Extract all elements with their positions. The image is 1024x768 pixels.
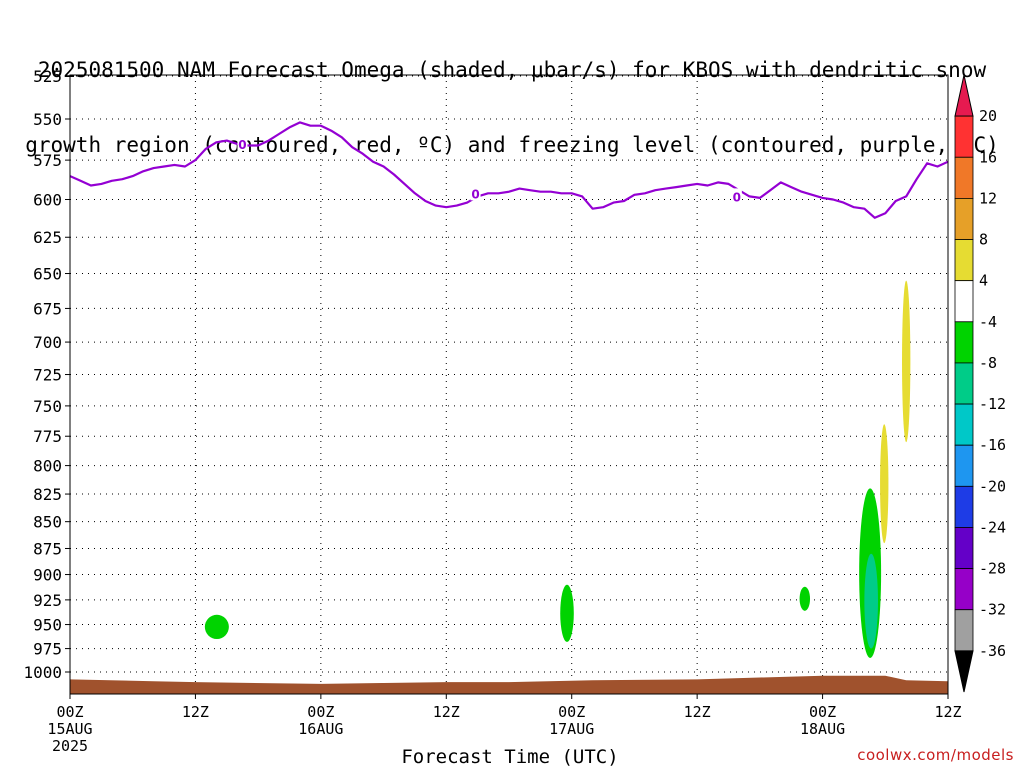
- chart-title-line-1: 2025081500 NAM Forecast Omega (shaded, μ…: [37, 58, 987, 82]
- contour-label-bg: [731, 188, 742, 204]
- colorbar-box: [954, 609, 974, 652]
- y-tick-label: 600: [33, 190, 62, 209]
- colorbar-box: [954, 568, 974, 611]
- colorbar-tick-label: 20: [979, 107, 997, 125]
- colorbar: 20 16 12 8 4 -4 -8 -12 -16 -20 -24 -28 -32 -36: [954, 74, 1006, 693]
- x-tick-label: 00Z: [56, 703, 83, 721]
- colorbar-tick-label: -8: [979, 354, 997, 372]
- omega-region: [880, 424, 889, 544]
- colorbar-box: [954, 403, 974, 446]
- colorbar-tick-label: -36: [979, 642, 1006, 660]
- chart-title: 2025081500 NAM Forecast Omega (shaded, μ…: [0, 8, 1024, 183]
- y-tick-label: 775: [33, 427, 62, 446]
- y-tick-label: 750: [33, 397, 62, 416]
- site-credit: coolwx.com/models: [857, 746, 1014, 764]
- omega-region: [799, 586, 811, 611]
- plot-frame: [69, 74, 949, 695]
- colorbar-tick-label: 16: [979, 148, 997, 166]
- colorbar-tick-label: 12: [979, 189, 997, 207]
- x-tick-date: 18AUG: [800, 720, 845, 738]
- y-tick-label: 900: [33, 566, 62, 585]
- colorbar-tick-label: -16: [979, 436, 1006, 454]
- y-tick-label: 675: [33, 299, 62, 318]
- colorbar-arrow-top: [954, 74, 974, 117]
- colorbar-tick-label: -12: [979, 395, 1006, 413]
- freezing-level-line: [70, 121, 948, 219]
- colorbar-tick-label: 4: [979, 272, 988, 290]
- omega-region: [204, 614, 229, 640]
- omega-region: [864, 553, 878, 649]
- colorbar-box: [954, 527, 974, 570]
- colorbar-box: [954, 115, 974, 158]
- y-tick-label: 700: [33, 333, 62, 352]
- x-tick-label: 00Z: [307, 703, 334, 721]
- colorbar-box: [954, 321, 974, 364]
- contour-label-bg: [237, 135, 248, 151]
- chart-title-line-2: growth region (contoured, red, ºC) and f…: [25, 133, 999, 157]
- y-tick-label: 975: [33, 640, 62, 659]
- terrain-surface: [70, 675, 948, 694]
- y-tick-label: 875: [33, 539, 62, 558]
- x-tick-label: 12Z: [684, 703, 711, 721]
- y-tick-label: 800: [33, 457, 62, 476]
- freezing-level-label: 0: [238, 138, 246, 152]
- colorbar-tick-label: -4: [979, 313, 997, 331]
- colorbar-arrow-bottom: [954, 650, 974, 693]
- contour-label-bg: [470, 185, 481, 201]
- colorbar-tick-label: 8: [979, 231, 988, 249]
- colorbar-box: [954, 362, 974, 405]
- y-tick-label: 1000: [23, 663, 62, 682]
- x-tick-date: 17AUG: [549, 720, 594, 738]
- colorbar-box: [954, 444, 974, 487]
- y-tick-label: 575: [33, 151, 62, 170]
- x-tick-label: 00Z: [558, 703, 585, 721]
- x-axis-label: Forecast Time (UTC): [401, 746, 619, 768]
- y-tick-label: 625: [33, 228, 62, 247]
- colorbar-box: [954, 197, 974, 240]
- colorbar-box: [954, 280, 974, 323]
- y-tick-label: 850: [33, 513, 62, 532]
- x-tick-date: 15AUG: [47, 720, 92, 738]
- x-tick-date: 16AUG: [298, 720, 343, 738]
- x-tick-label: 12Z: [182, 703, 209, 721]
- y-tick-label: 550: [33, 110, 62, 129]
- colorbar-tick-label: -20: [979, 477, 1006, 495]
- x-tick-label: 12Z: [934, 703, 961, 721]
- y-tick-label: 525: [33, 67, 62, 86]
- x-tick-label: 00Z: [809, 703, 836, 721]
- colorbar-tick-label: -32: [979, 601, 1006, 619]
- omega-region: [902, 280, 911, 443]
- freezing-level-label: 0: [471, 187, 479, 201]
- colorbar-box: [954, 239, 974, 282]
- colorbar-box: [954, 156, 974, 199]
- freezing-level-label: 0: [733, 190, 741, 204]
- colorbar-tick-label: -28: [979, 560, 1006, 578]
- colorbar-box: [954, 485, 974, 528]
- y-tick-label: 725: [33, 366, 62, 385]
- omega-region: [560, 584, 574, 642]
- x-tick-label: 12Z: [433, 703, 460, 721]
- axes: 525 550 575 600 625 650 675 700 725 750 775 800 825 8…: [23, 67, 961, 755]
- y-tick-label: 925: [33, 591, 62, 610]
- x-tick-year: 2025: [52, 737, 88, 755]
- y-tick-label: 650: [33, 265, 62, 284]
- y-tick-label: 950: [33, 616, 62, 635]
- y-tick-label: 825: [33, 485, 62, 504]
- plot-area: 0 0 0: [69, 75, 949, 694]
- colorbar-tick-label: -24: [979, 518, 1006, 536]
